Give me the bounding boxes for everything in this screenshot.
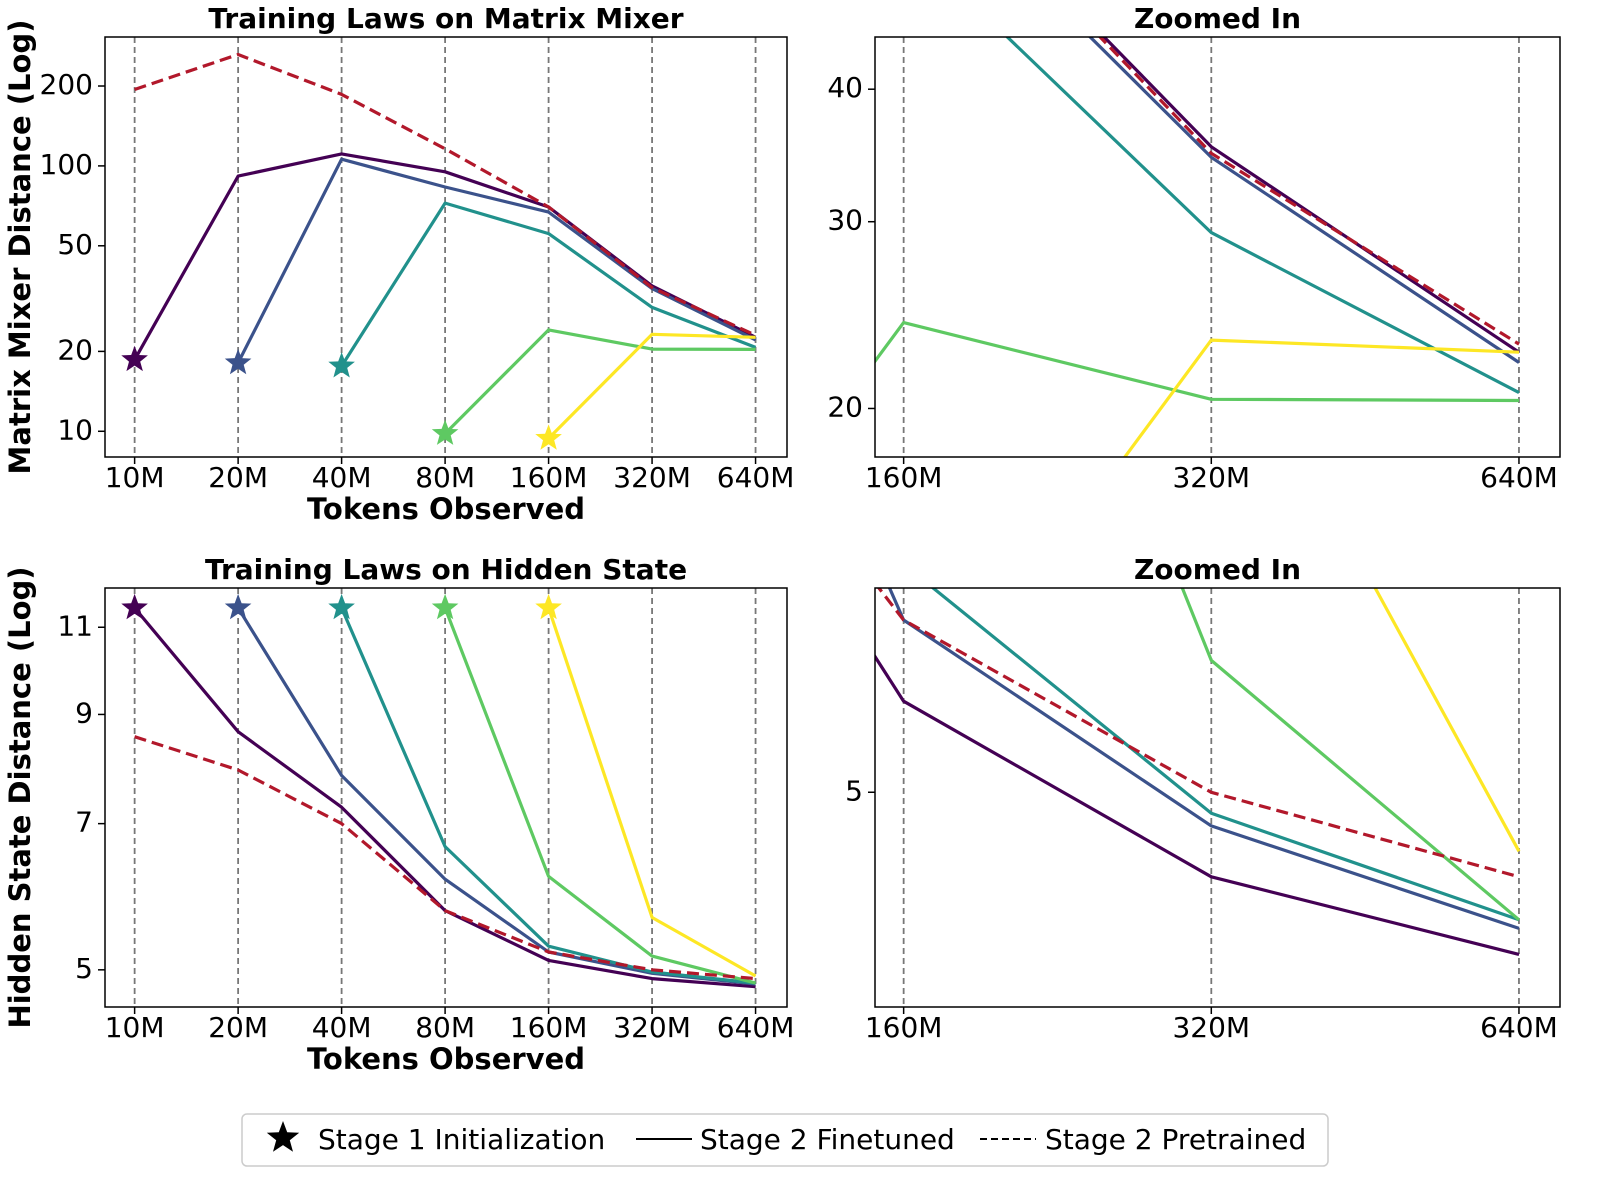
series-line [547,607,757,978]
x-tick-label: 20M [208,461,268,494]
init-star [535,593,562,620]
axes-frame [104,587,788,1008]
legend-box [241,1113,1329,1167]
legend-label: Stage 2 Pretrained [1045,1123,1306,1156]
x-tick-label: 320M [613,1011,691,1044]
axes-frame [874,587,1561,1008]
series-line [1101,37,1520,354]
y-tick-label: 100 [40,148,93,181]
series-line [875,321,1520,403]
series-line [1180,588,1521,922]
y-tick-label: 20 [57,333,93,366]
series-line [236,157,757,364]
init-star [121,593,148,620]
subplot-title: Zoomed In [1134,553,1301,586]
series-line [134,735,756,981]
y-axis-label: Matrix Mixer Distance (Log) [3,20,37,475]
x-tick-label: 160M [865,1011,943,1044]
axes-frame [104,36,788,458]
x-tick-label: 160M [510,461,588,494]
init-star [224,348,252,375]
y-tick-label: 20 [827,390,863,423]
series-line [887,588,1520,930]
init-star [224,593,252,620]
series-line [340,607,756,985]
subplot: 160M 320M 640M 5 Zoomed In [845,553,1561,1044]
y-tick-label: 40 [827,71,863,104]
init-star [328,593,355,620]
legend-label: Stage 1 Initialization [318,1123,605,1156]
series-line [875,653,1520,956]
subplot: 10M 20M 40M 80M 160M 320M 640M 5 7 9 11 Training La… [3,553,794,1076]
init-star [121,345,148,372]
y-tick-label: 30 [827,204,863,237]
y-tick-label: 5 [75,952,93,985]
x-tick-label: 20M [208,1011,268,1044]
init-star [328,352,355,378]
x-tick-label: 10M [105,1011,165,1044]
subplot: 10M 20M 40M 80M 160M 320M 640M 10 20 50 100 200 Trai… [3,2,794,526]
series-line [876,588,1520,879]
x-tick-label: 320M [1172,1011,1250,1044]
series-line [134,52,757,337]
x-tick-label: 640M [1480,1011,1558,1044]
x-tick-label: 10M [105,461,165,494]
x-tick-label: 80M [415,461,475,494]
init-star [431,593,459,620]
y-axis-label: Hidden State Distance (Log) [3,566,37,1028]
y-tick-label: 10 [57,413,93,446]
y-tick-label: 9 [75,696,93,729]
series-line [1005,37,1520,395]
init-star [535,424,562,450]
x-tick-label: 320M [613,461,691,494]
series-line [340,201,757,367]
x-tick-label: 40M [312,461,372,494]
x-tick-label: 40M [312,1011,372,1044]
x-tick-label: 160M [865,461,943,494]
x-tick-label: 80M [415,1011,475,1044]
x-tick-label: 640M [717,461,795,494]
series-line [1373,588,1521,853]
y-tick-label: 50 [57,228,93,261]
x-axis-label: Tokens Observed [307,492,585,526]
series-line [443,328,756,435]
series-line [547,332,756,440]
legend-label: Stage 2 Finetuned [700,1123,955,1156]
subplot-title: Zoomed In [1134,2,1301,35]
axes-frame [874,36,1561,458]
legend: Stage 1 Initialization Stage 2 Finetuned… [241,1113,1329,1167]
x-tick-label: 640M [1480,461,1558,494]
y-tick-label: 5 [845,774,863,807]
series-line [930,588,1520,922]
x-tick-label: 320M [1172,461,1250,494]
series-line [1087,37,1520,364]
x-tick-label: 640M [717,1011,795,1044]
x-tick-label: 160M [510,1011,588,1044]
y-tick-label: 11 [57,609,93,642]
y-tick-label: 7 [75,806,93,839]
y-tick-label: 200 [40,68,93,101]
init-star [431,419,459,445]
legend-star [266,1121,300,1152]
subplot-title: Training Laws on Hidden State [205,553,687,586]
subplot: 160M 320M 640M 20 30 40 Zoomed In [827,2,1561,494]
series-line [443,607,757,985]
series-line [1122,338,1520,457]
x-axis-label: Tokens Observed [307,1042,585,1076]
subplot-title: Training Laws on Matrix Mixer [208,2,683,35]
series-line [1097,37,1520,346]
